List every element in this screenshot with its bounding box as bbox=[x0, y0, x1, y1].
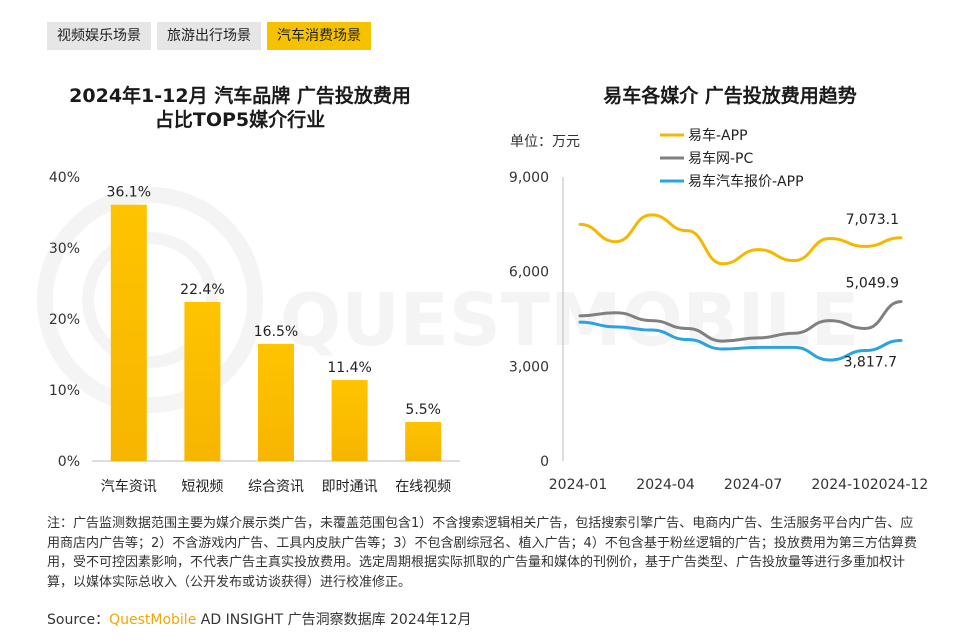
bar-4 bbox=[405, 421, 442, 461]
source-brand: QuestMobile bbox=[109, 612, 197, 628]
unit-label: 单位：万元 bbox=[510, 134, 580, 150]
bar-chart-title-line2: 占比TOP5媒介行业 bbox=[154, 109, 326, 131]
line-x-tick-label: 2024-07 bbox=[724, 477, 783, 493]
bar-y-tick-label: 0% bbox=[58, 454, 80, 470]
bar-value-label: 22.4% bbox=[180, 282, 224, 298]
line-x-tick-label: 2024-10 bbox=[811, 477, 870, 493]
line-y-tick-label: 9,000 bbox=[509, 170, 549, 186]
series-end-label: 7,073.1 bbox=[846, 212, 899, 228]
bar-value-label: 36.1% bbox=[107, 185, 151, 201]
bar-category-label: 在线视频 bbox=[395, 479, 451, 495]
line-chart: 单位：万元 0 3,000 6,000 9,000 2024-01 2024-04 2024-… bbox=[509, 127, 928, 493]
source-prefix: Source： bbox=[47, 612, 110, 628]
bar-y-tick-label: 40% bbox=[49, 170, 80, 186]
series-end-label: 5,049.9 bbox=[846, 276, 899, 292]
bar-y-tick-label: 20% bbox=[49, 312, 80, 328]
bar-category-label: 短视频 bbox=[181, 479, 223, 495]
line-x-tick-label: 2024-01 bbox=[549, 477, 608, 493]
tab-travel[interactable]: 旅游出行场景 bbox=[157, 22, 261, 50]
legend-label: 易车网-PC bbox=[688, 150, 753, 167]
line-y-tick-label: 0 bbox=[540, 454, 549, 470]
bar-category-label: 汽车资讯 bbox=[101, 478, 157, 495]
tab-video-entertainment[interactable]: 视频娱乐场景 bbox=[47, 22, 151, 50]
charts-canvas: QUESTMOBILE 0% 10% 20% 30% 40% 36.1% 汽车资讯 22.4%… bbox=[37, 127, 928, 495]
source-suffix: AD INSIGHT 广告洞察数据库 2024年12月 bbox=[196, 612, 472, 628]
bar-2 bbox=[258, 343, 294, 461]
bar-chart-title: 2024年1-12月 汽车品牌 广告投放费用 占比TOP5媒介行业 bbox=[30, 84, 450, 132]
bar-chart-title-line1: 2024年1-12月 汽车品牌 广告投放费用 bbox=[69, 85, 411, 107]
scene-tabs: 视频娱乐场景 旅游出行场景 汽车消费场景 bbox=[47, 22, 371, 50]
line-y-tick-label: 6,000 bbox=[509, 265, 549, 281]
bar-value-label: 11.4% bbox=[327, 360, 371, 376]
legend-label: 易车-APP bbox=[688, 127, 748, 144]
bar-value-label: 5.5% bbox=[405, 402, 441, 418]
bar-3 bbox=[331, 380, 368, 461]
bar-category-label: 即时通讯 bbox=[322, 479, 378, 495]
series-line-0 bbox=[578, 213, 903, 266]
line-x-tick-label: 2024-12 bbox=[870, 477, 929, 493]
bar-category-label: 综合资讯 bbox=[248, 479, 304, 495]
line-x-tick-label: 2024-04 bbox=[636, 477, 695, 493]
series-line-2 bbox=[578, 320, 903, 362]
bar-1 bbox=[184, 301, 221, 461]
watermark-text: QUESTMOBILE bbox=[280, 278, 859, 362]
tab-auto-consumption[interactable]: 汽车消费场景 bbox=[267, 22, 371, 50]
series-end-label: 3,817.7 bbox=[844, 355, 897, 371]
legend-label: 易车汽车报价-APP bbox=[688, 173, 804, 190]
bar-value-label: 16.5% bbox=[254, 324, 298, 340]
bar-y-tick-label: 30% bbox=[49, 241, 80, 257]
bar-chart: 0% 10% 20% 30% 40% 36.1% 汽车资讯 22.4% 短视频 16.5% 综合资讯… bbox=[49, 170, 460, 495]
watermark: QUESTMOBILE bbox=[37, 187, 859, 413]
line-y-tick-label: 3,000 bbox=[509, 359, 549, 375]
bar-0 bbox=[110, 204, 147, 461]
source-line: Source：QuestMobile AD INSIGHT 广告洞察数据库 20… bbox=[47, 609, 471, 629]
line-chart-title: 易车各媒介 广告投放费用趋势 bbox=[603, 85, 857, 107]
series-line-1 bbox=[578, 300, 903, 343]
footnote: 注：广告监测数据范围主要为媒介展示类广告，未覆盖范围包含1）不含搜索逻辑相关广告… bbox=[47, 516, 917, 590]
bar-y-tick-label: 10% bbox=[49, 383, 80, 399]
